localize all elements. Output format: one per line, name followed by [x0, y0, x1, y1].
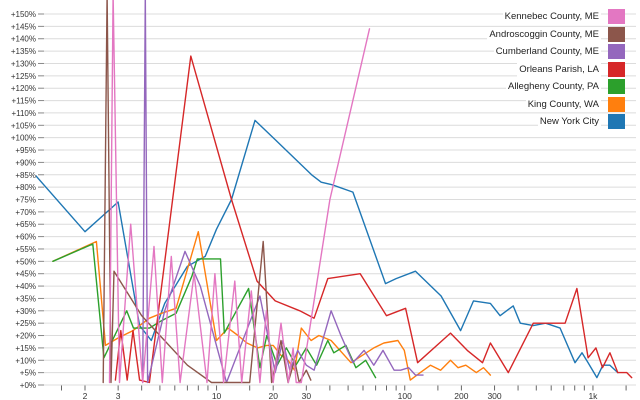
y-axis-label: +60% — [15, 233, 36, 242]
y-axis-label: +20% — [15, 332, 36, 341]
legend-swatch — [608, 96, 625, 112]
y-axis: +0% +5% +10% +15% +20% +25% +30% +35% +40% +45% +5… — [11, 10, 44, 390]
x-axis-label: 100 — [398, 391, 412, 400]
y-axis-label: +0% — [20, 381, 36, 390]
series-line-kennebec-county-me[interactable] — [108, 0, 371, 384]
y-axis-label: +135% — [11, 47, 36, 56]
legend: Kennebec County, ME Androscoggin County,… — [487, 9, 625, 129]
y-axis-label: +75% — [15, 196, 36, 205]
x-axis-label: 3 — [116, 391, 121, 400]
y-axis-label: +150% — [11, 10, 36, 19]
y-axis-label: +55% — [15, 245, 36, 254]
x-axis-label: 200 — [454, 391, 468, 400]
legend-swatch — [608, 44, 625, 59]
legend-item[interactable]: Kennebec County, ME — [487, 9, 625, 24]
legend-label: Kennebec County, ME — [502, 9, 601, 24]
legend-label: Allegheny County, PA — [505, 79, 601, 94]
y-axis-label: +70% — [15, 208, 36, 217]
legend-label: Orleans Parish, LA — [517, 61, 601, 77]
y-axis-label: +50% — [15, 257, 36, 266]
x-axis: 2 3 10 20 30 100 200 300 1k — [60, 385, 627, 400]
y-axis-label: +30% — [15, 307, 36, 316]
legend-label: Cumberland County, ME — [493, 44, 601, 59]
y-axis-label: +80% — [15, 183, 36, 192]
legend-label: Androscoggin County, ME — [487, 26, 601, 42]
x-axis-label: 2 — [83, 391, 88, 400]
legend-swatch — [608, 61, 625, 77]
y-axis-label: +85% — [15, 171, 36, 180]
x-axis-label: 300 — [487, 391, 501, 400]
y-axis-label: +10% — [15, 356, 36, 365]
y-axis-label: +35% — [15, 294, 36, 303]
legend-item[interactable]: Orleans Parish, LA — [487, 61, 625, 77]
y-axis-label: +65% — [15, 220, 36, 229]
legend-item[interactable]: King County, WA — [487, 96, 625, 112]
x-axis-label: 20 — [268, 391, 278, 400]
y-axis-label: +40% — [15, 282, 36, 291]
y-axis-label: +90% — [15, 158, 36, 167]
y-axis-label: +105% — [11, 121, 36, 130]
legend-item[interactable]: Allegheny County, PA — [487, 79, 625, 94]
series-line-cumberland-county-me[interactable] — [142, 0, 424, 384]
legend-swatch — [608, 9, 625, 24]
legend-swatch — [608, 79, 625, 94]
y-axis-label: +25% — [15, 319, 36, 328]
y-axis-label: +95% — [15, 146, 36, 155]
y-axis-label: +110% — [11, 109, 36, 118]
legend-item[interactable]: Cumberland County, ME — [487, 44, 625, 59]
y-axis-label: +120% — [11, 84, 36, 93]
series-line-new-york-city[interactable] — [28, 119, 619, 379]
y-axis-label: +100% — [11, 134, 36, 143]
legend-item[interactable]: Androscoggin County, ME — [487, 26, 625, 42]
x-axis-label: 1k — [588, 391, 598, 400]
series-line-androscoggin-county-me[interactable] — [102, 0, 312, 384]
y-axis-label: +145% — [11, 22, 36, 31]
legend-label: King County, WA — [525, 96, 601, 112]
x-axis-label: 30 — [302, 391, 312, 400]
series-lines — [28, 0, 633, 384]
legend-swatch — [608, 26, 625, 42]
x-axis-label: 10 — [212, 391, 222, 400]
y-axis-label: +5% — [20, 369, 36, 378]
y-axis-label: +15% — [15, 344, 36, 353]
y-axis-label: +130% — [11, 59, 36, 68]
y-axis-label: +115% — [11, 97, 36, 106]
legend-swatch — [608, 114, 625, 129]
series-line-orleans-parish-la[interactable] — [114, 55, 633, 384]
legend-label: New York City — [537, 114, 601, 129]
y-axis-label: +140% — [11, 35, 36, 44]
y-axis-label: +45% — [15, 270, 36, 279]
y-axis-label: +125% — [11, 72, 36, 81]
legend-item[interactable]: New York City — [487, 114, 625, 129]
